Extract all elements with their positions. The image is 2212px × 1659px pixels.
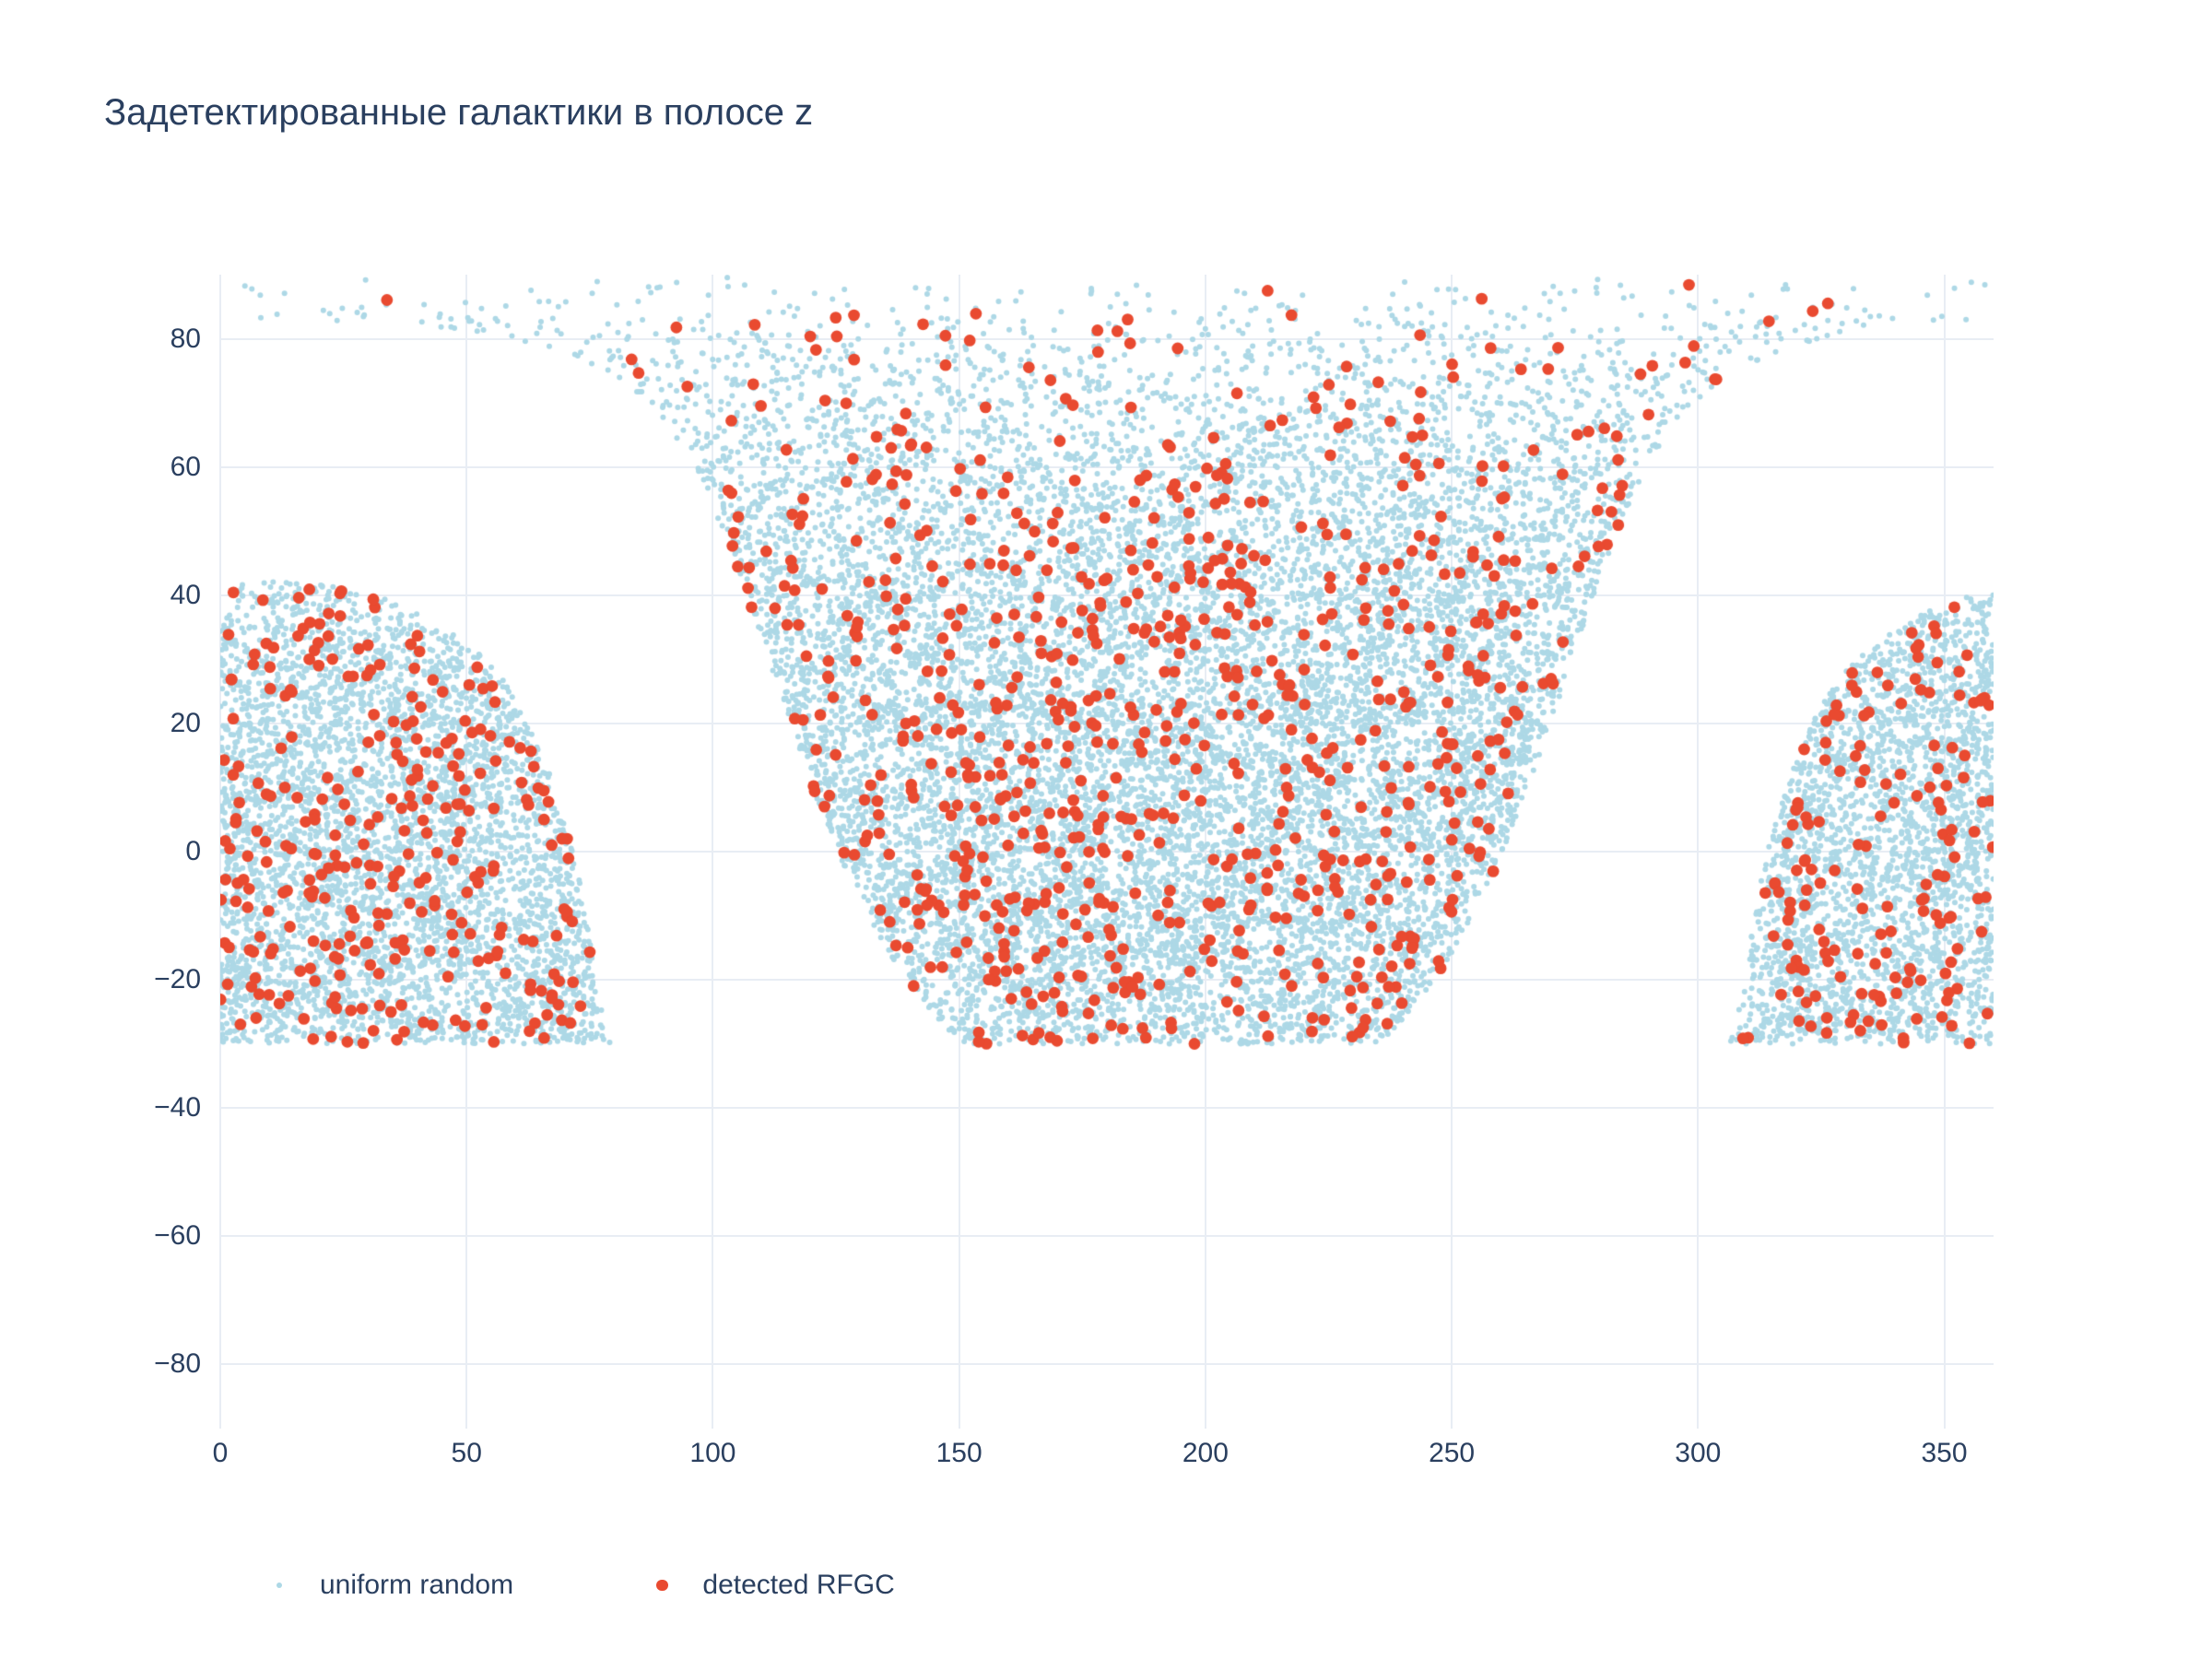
plot-area[interactable] [219, 275, 1994, 1429]
y-tick-label: 40 [170, 579, 201, 610]
legend-item-uniform-random[interactable]: uniform random [276, 1567, 513, 1604]
legend-marker-icon [656, 1579, 668, 1592]
legend-label: uniform random [320, 1570, 514, 1600]
x-tick-label: 250 [1429, 1438, 1476, 1468]
y-tick-label: 80 [170, 323, 201, 354]
y-tick-label: −40 [154, 1092, 201, 1124]
x-tick-label: 100 [689, 1438, 736, 1468]
x-tick-label: 350 [1921, 1438, 1968, 1468]
legend-label: detected RFGC [702, 1570, 895, 1600]
y-tick-label: −80 [154, 1348, 201, 1380]
y-tick-label: 0 [185, 836, 201, 866]
x-tick-label: 150 [935, 1438, 982, 1468]
x-tick-label: 0 [212, 1438, 229, 1468]
y-tick-label: −20 [154, 964, 201, 995]
x-tick-label: 300 [1675, 1438, 1722, 1468]
legend-marker-icon [276, 1583, 282, 1588]
legend-item-detected-rfgc[interactable]: detected RFGC [656, 1567, 895, 1604]
y-tick-label: 60 [170, 451, 201, 482]
scatter-canvas[interactable] [220, 275, 1994, 1429]
y-tick-label: 20 [170, 707, 201, 738]
chart-title: Задетектированные галактики в полосе z [104, 92, 814, 133]
x-tick-label: 50 [451, 1438, 482, 1468]
x-tick-label: 200 [1182, 1438, 1229, 1468]
y-tick-label: −60 [154, 1220, 201, 1252]
